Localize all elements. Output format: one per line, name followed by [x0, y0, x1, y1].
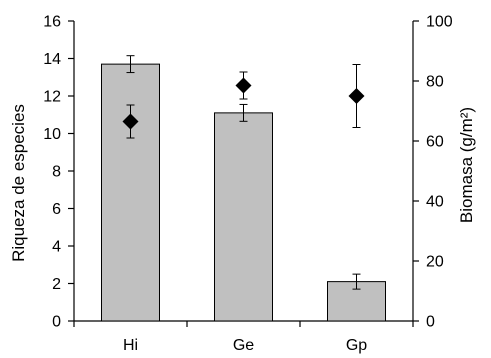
y-axis-title: Riqueza de especies	[9, 104, 28, 262]
y-tick-label: 8	[52, 164, 61, 181]
y-tick-label: 4	[52, 239, 61, 256]
x-tick-label: Hi	[123, 337, 138, 354]
y2-tick-label: 80	[426, 74, 444, 91]
y-tick-label: 14	[43, 51, 61, 68]
y2-tick-label: 40	[426, 194, 444, 211]
y2-tick-label: 100	[426, 14, 453, 31]
y2-tick-label: 20	[426, 254, 444, 271]
diamond-marker	[235, 77, 252, 94]
diamond-marker	[348, 88, 365, 104]
diamond-marker	[122, 113, 139, 130]
y-tick-label: 2	[52, 276, 61, 293]
y2-axis-title: Biomasa (g/m²)	[457, 107, 476, 223]
y-tick-label: 16	[43, 14, 61, 31]
y-tick-label: 10	[43, 126, 61, 143]
y-tick-label: 0	[52, 314, 61, 331]
y2-tick-label: 60	[426, 134, 444, 151]
x-tick-label: Ge	[233, 337, 254, 354]
y-tick-label: 6	[52, 201, 61, 218]
ticks-layer: 0 2 4 6 8 10 12 14 16 0 20 40 60 80 100 Hi Ge Gp	[43, 14, 453, 355]
x-tick-label: Gp	[346, 337, 367, 354]
bar	[101, 63, 160, 322]
y2-tick-label: 0	[426, 314, 435, 331]
markers-layer	[122, 64, 365, 139]
y-tick-label: 12	[43, 89, 61, 106]
bar	[214, 112, 273, 322]
